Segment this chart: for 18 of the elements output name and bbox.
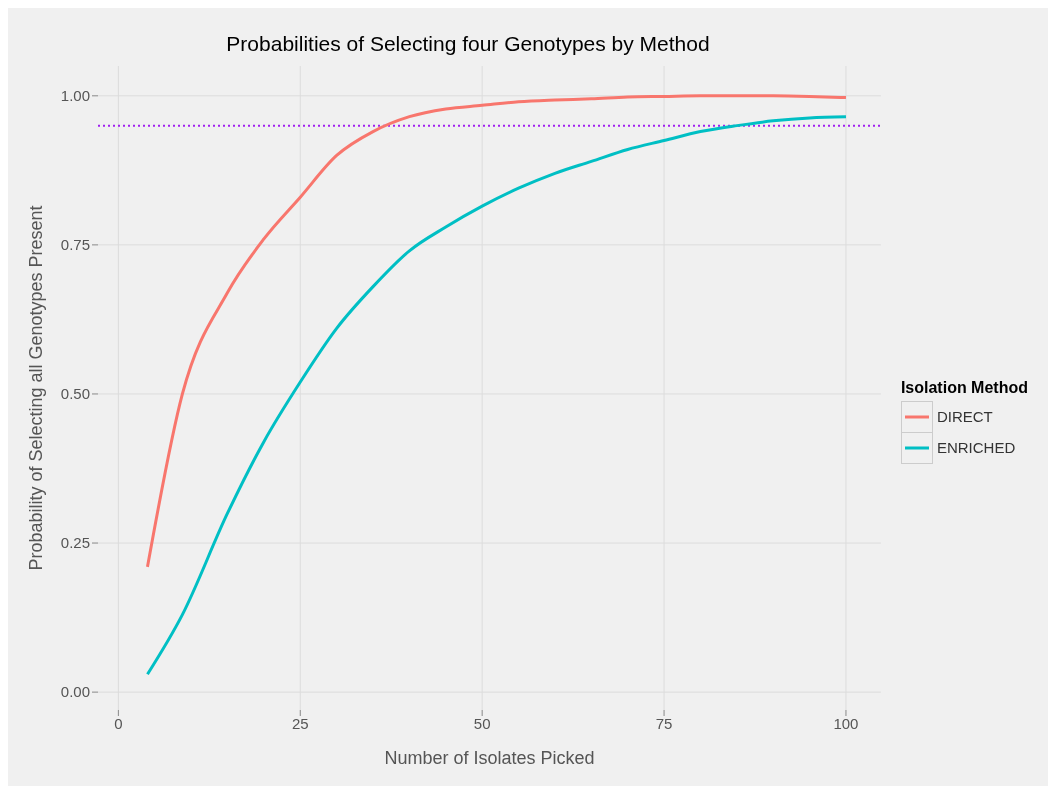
x-tick-label: 100 [833, 714, 859, 732]
legend-label: ENRICHED [936, 439, 1016, 456]
line-series [145, 94, 848, 569]
line-series [145, 115, 848, 676]
y-tick-label: 1.00 [60, 87, 90, 105]
y-tick-label: 0.00 [60, 683, 90, 701]
x-tick-label: 25 [291, 714, 309, 732]
y-tick-label: 0.50 [60, 385, 90, 403]
y-axis-title: Probability of Selecting all Genotypes Present [26, 205, 47, 571]
x-tick-label: 75 [655, 714, 673, 732]
legend-title: Isolation Method [900, 379, 1028, 397]
chart-title: Probabilities of Selecting four Genotypes by Method [225, 31, 711, 56]
y-tick-label: 0.25 [60, 534, 90, 552]
x-tick-label: 50 [473, 714, 491, 732]
x-tick-label: 0 [114, 714, 123, 732]
x-axis-title: Number of Isolates Picked [384, 748, 595, 768]
legend-label: DIRECT [936, 408, 993, 425]
y-tick-label: 0.75 [60, 236, 90, 254]
